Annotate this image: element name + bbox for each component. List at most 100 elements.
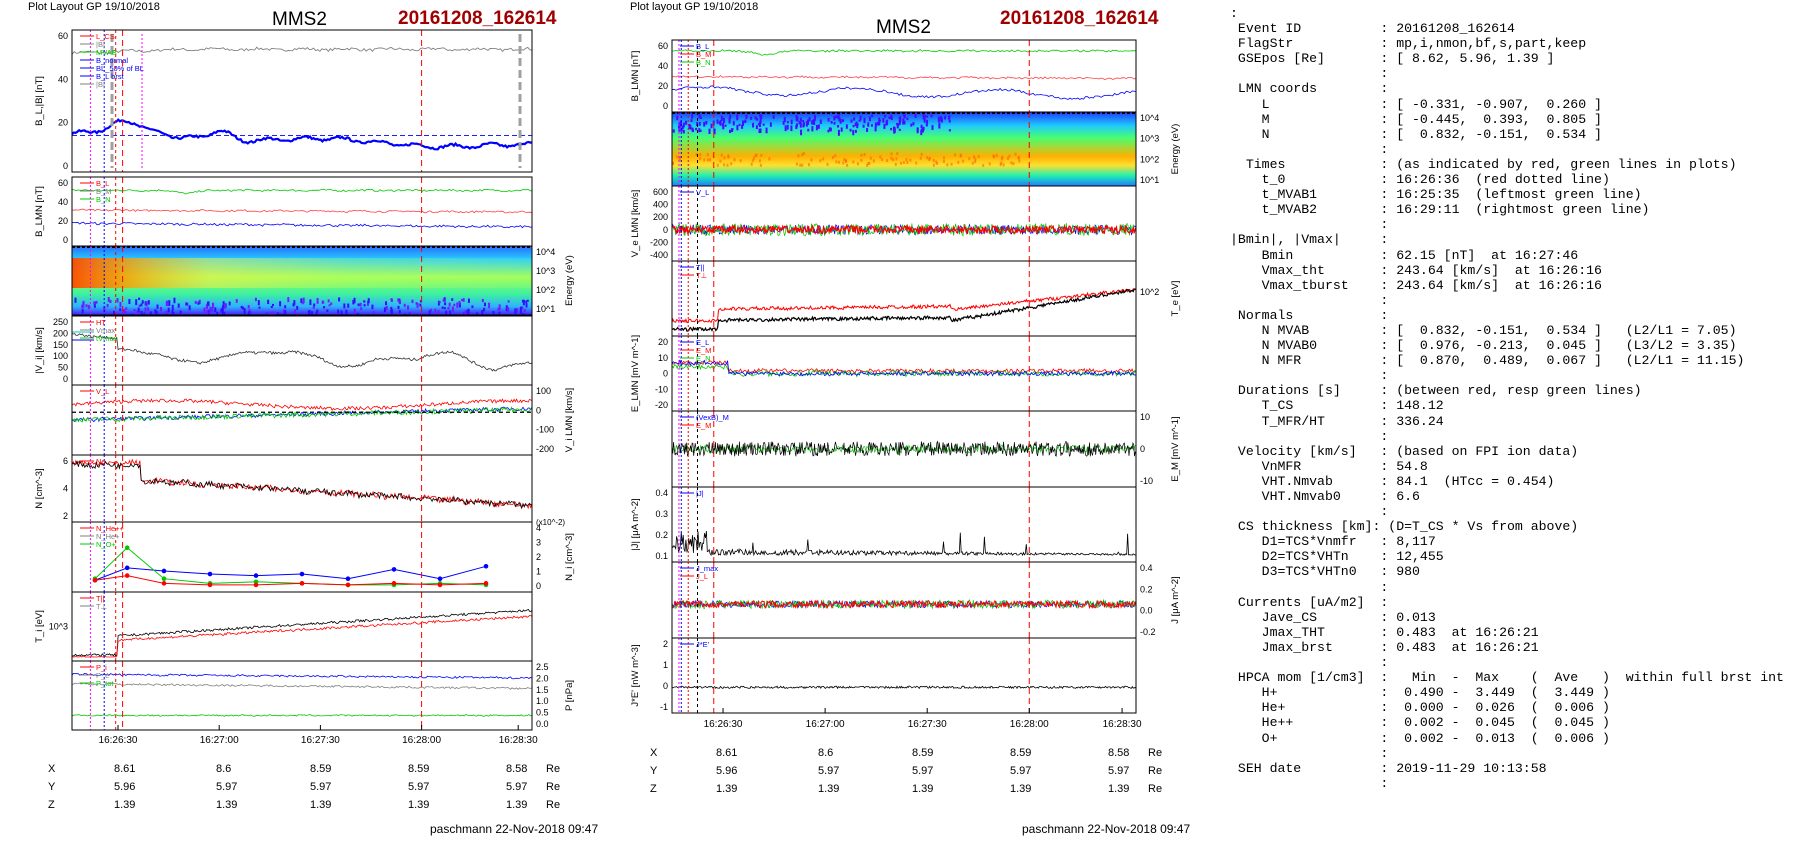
spectrogram-speck: [839, 118, 842, 124]
spectrogram-speck: [498, 304, 501, 310]
spectrogram-hot-speck: [946, 163, 949, 167]
y-axis-label: N [cm^-3]: [34, 468, 45, 508]
spectrogram-speck: [699, 129, 702, 132]
legend-label: tVmax: [96, 334, 118, 343]
panel-bg: [672, 487, 1136, 562]
spectrogram-speck: [896, 122, 899, 126]
legend-label: V_L: [696, 188, 709, 197]
panel-bg: [72, 592, 532, 661]
summary-line: Vmax_tburst : 243.64 [km/s] at 16:26:16: [1230, 277, 1602, 293]
spectrogram-speck: [464, 310, 467, 317]
left-coord-x-value: 8.61: [114, 763, 136, 775]
spectrogram-speck: [279, 301, 282, 307]
spectrogram-speck: [456, 302, 459, 308]
spectrogram-speck: [483, 307, 486, 312]
legend-label: J_L: [696, 572, 708, 581]
spectrogram-speck: [359, 302, 362, 307]
spectrogram-speck: [948, 115, 951, 120]
spectrogram-hot-speck: [768, 157, 771, 161]
spectrogram-speck: [330, 302, 333, 305]
p-blue: [71, 672, 533, 680]
spectrogram-speck: [145, 301, 148, 307]
summary-line: Velocity [km/s] : (based on FPI ion data…: [1230, 443, 1579, 459]
y-tick-label: 40: [658, 61, 668, 71]
spectrogram-speck: [802, 120, 805, 123]
spectrogram-speck: [247, 305, 250, 309]
summary-line: t_MVAB1 : 16:25:35 (leftmost green line): [1230, 187, 1642, 203]
spectrogram-speck: [790, 119, 793, 125]
spectrogram-speck: [293, 300, 296, 306]
event-summary-text: : Event ID : 20161208_162614 FlagStr : m…: [1230, 6, 1804, 806]
spectrogram-speck: [207, 309, 210, 314]
spectrogram-speck: [363, 304, 366, 307]
spectrogram-speck: [448, 310, 451, 313]
panel-ni: 4 3 2 1 0 N_i [cm^-3] (x10^-2) N_He++N_He+N_O+: [71, 518, 575, 593]
spectrogram-speck: [790, 125, 793, 132]
spectrogram-hot-band: [72, 258, 532, 288]
summary-line: :: [1230, 775, 1389, 791]
spectrogram-speck: [133, 309, 136, 312]
spectrogram-speck: [140, 310, 143, 316]
spectrogram-speck: [113, 310, 116, 316]
spectrogram-speck: [222, 301, 225, 307]
spectrogram-speck: [326, 309, 329, 313]
spectrogram-speck: [353, 297, 356, 304]
spectrogram-speck: [813, 119, 816, 125]
spectrogram-speck: [729, 114, 732, 119]
middle-footer: paschmann 22-Nov-2018 09:47: [1022, 822, 1191, 836]
y-tick-label: 10: [658, 353, 668, 363]
legend-label: V_L: [96, 387, 109, 396]
middle-coord-y-unit: Re: [1148, 765, 1163, 777]
spectrogram-speck: [122, 312, 125, 315]
spectrogram-speck: [323, 306, 326, 309]
y-tick-label: 20: [58, 216, 68, 226]
spectrogram-speck: [893, 127, 896, 134]
spectrogram-speck: [448, 302, 451, 307]
spectrogram-speck: [492, 311, 495, 314]
vi-m-green: [71, 406, 533, 423]
y-tick-label: 100: [536, 386, 551, 396]
spectrogram-speck: [856, 124, 859, 129]
spectrogram-hot-speck: [799, 163, 802, 167]
spectrogram-speck: [883, 123, 886, 129]
bm-lmn-red: [71, 208, 533, 214]
spectrogram-speck: [205, 304, 208, 309]
spectrogram-hot-speck: [993, 155, 996, 159]
spectrogram-hot-speck: [706, 158, 709, 162]
spectrogram-speck: [505, 305, 508, 312]
spectrogram-hot-speck: [1001, 155, 1004, 159]
spectrogram-speck: [87, 304, 90, 310]
legend-label: |B|: [96, 40, 105, 49]
spectrogram-speck: [852, 129, 855, 136]
spectrogram-speck: [741, 124, 744, 129]
spectrogram-speck: [177, 303, 180, 308]
spectrogram-speck: [703, 122, 706, 127]
spectrogram-hot-speck: [801, 163, 804, 167]
spectrogram-speck: [944, 115, 947, 120]
left-coord-z-value: 1.39: [310, 799, 332, 811]
spectrogram-speck: [696, 122, 699, 126]
y-tick-label: 0.5: [536, 708, 549, 718]
spectrogram-speck: [360, 307, 363, 311]
y-scale-label: (x10^-2): [536, 518, 565, 527]
panel-e: 20 10 0 -10 -20 E_LMN [mV m^-1] E_LE_ME_N: [630, 335, 1137, 412]
spectrogram-speck: [453, 303, 456, 307]
middle-coord-y-value: 5.97: [912, 765, 934, 777]
spectrogram-speck: [719, 120, 722, 126]
spectrogram-speck: [481, 310, 484, 316]
legend-label: L_CS: [96, 32, 115, 41]
spectrogram-speck: [483, 302, 486, 307]
spectrogram-speck: [784, 125, 787, 129]
y-tick-label: 2.5: [536, 662, 549, 672]
spectrogram-speck: [948, 119, 951, 123]
left-coord-x-value: 8.59: [310, 763, 332, 775]
spectrogram-speck: [357, 303, 360, 307]
legend-label: MVAB: [96, 48, 117, 57]
spectrogram-speck: [691, 127, 694, 132]
y-axis-label: |V_i| [km/s]: [34, 327, 45, 374]
spectrogram-speck: [398, 310, 401, 314]
spectrogram-speck: [898, 128, 901, 131]
spectrogram-hot-speck: [867, 162, 870, 166]
y-axis-label: B_LMN [nT]: [34, 186, 45, 237]
y-tick-label: 0.0: [536, 719, 549, 729]
